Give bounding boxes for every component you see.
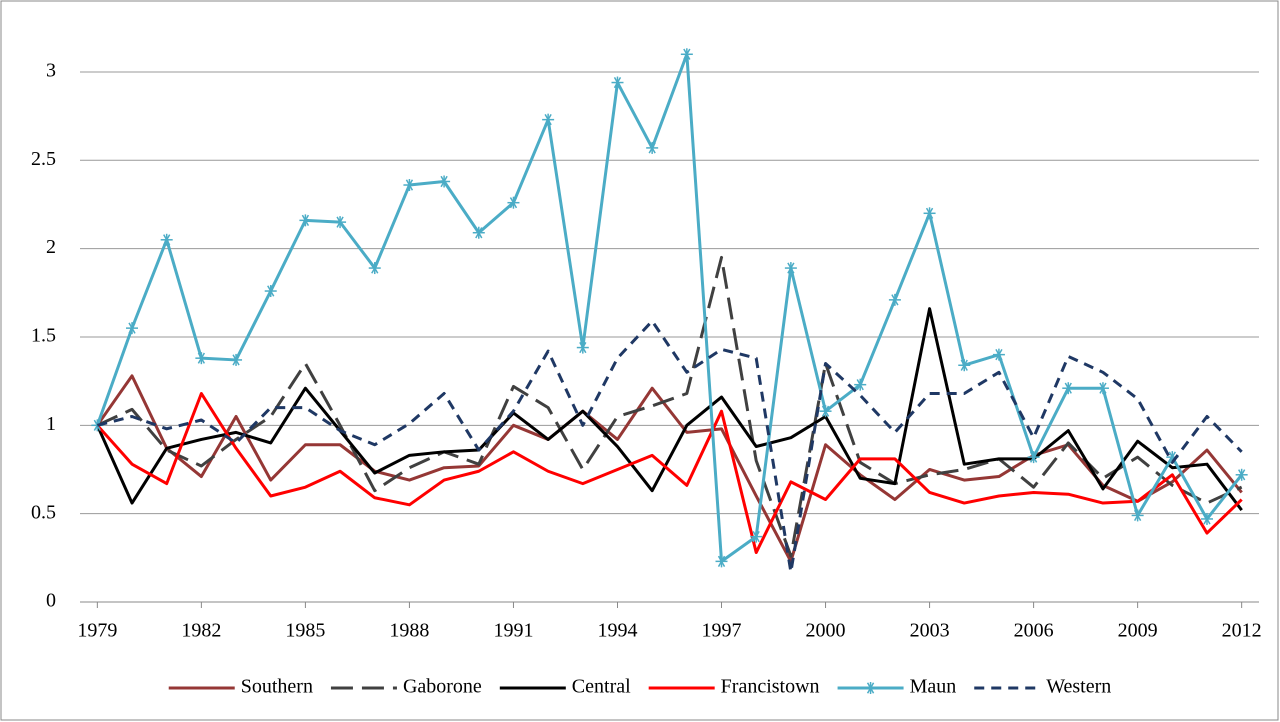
data-point — [576, 341, 589, 354]
series-line — [95, 307, 1243, 512]
x-tick-label: 2000 — [806, 620, 846, 642]
data-point — [472, 226, 485, 239]
x-tick-label: 1991 — [493, 620, 533, 642]
x-tick-label: 1994 — [597, 620, 637, 642]
data-point — [958, 359, 971, 372]
data-point — [438, 175, 451, 188]
legend-label: Southern — [241, 676, 313, 698]
legend-item: Maun — [837, 676, 957, 698]
data-point — [854, 378, 867, 391]
data-point — [646, 141, 659, 154]
data-point — [1027, 451, 1040, 464]
legend-item: Gaborone — [330, 676, 482, 698]
data-point — [160, 233, 173, 246]
legend-item: Central — [499, 676, 631, 698]
data-point — [230, 353, 243, 366]
data-point — [923, 207, 936, 220]
x-tick-label: 1982 — [181, 620, 221, 642]
y-tick-label: 2 — [46, 236, 56, 258]
data-point — [368, 262, 381, 275]
series-line — [96, 255, 1243, 558]
data-point — [784, 262, 797, 275]
data-point — [334, 216, 347, 229]
series-line — [96, 392, 1243, 555]
y-tick-label: 3 — [46, 60, 56, 82]
legend-label: Central — [572, 676, 631, 698]
x-tick-label: 1988 — [389, 620, 429, 642]
legend-item: Southern — [168, 676, 313, 698]
data-point — [264, 285, 277, 298]
data-point — [1131, 509, 1144, 522]
y-tick-label: 0.5 — [31, 501, 56, 523]
data-point — [992, 348, 1005, 361]
data-point — [1235, 468, 1248, 481]
legend-label: Maun — [910, 676, 957, 698]
data-point — [126, 322, 139, 335]
data-point — [195, 352, 208, 365]
data-point — [1096, 382, 1109, 395]
data-point — [715, 555, 728, 568]
data-point — [507, 196, 520, 209]
x-tick-label: 2012 — [1222, 620, 1262, 642]
data-point — [680, 48, 693, 61]
data-point — [542, 113, 555, 126]
x-tick-label: 2009 — [1118, 620, 1158, 642]
x-tick-label: 1979 — [77, 620, 117, 642]
series-line — [96, 319, 1243, 574]
legend-item: Western — [974, 676, 1111, 698]
legend-label: Western — [1046, 676, 1111, 698]
data-point — [1062, 382, 1075, 395]
y-tick-label: 0 — [46, 590, 56, 612]
data-point — [819, 405, 832, 418]
x-tick-label: 1985 — [285, 620, 325, 642]
data-point — [888, 293, 901, 306]
y-tick-label: 1.5 — [31, 325, 56, 347]
data-point — [750, 530, 763, 543]
data-point — [1200, 512, 1213, 525]
data-point — [611, 76, 624, 89]
legend-item: Francistown — [648, 676, 820, 698]
legend-label: Gaborone — [403, 676, 482, 698]
x-tick-label: 2003 — [910, 620, 950, 642]
legend-label: Francistown — [721, 676, 820, 698]
data-point — [403, 179, 416, 192]
y-tick-label: 1 — [46, 413, 56, 435]
x-tick-label: 1997 — [702, 620, 742, 642]
data-point — [299, 214, 312, 227]
x-tick-label: 2006 — [1014, 620, 1054, 642]
series-line — [95, 52, 1243, 563]
series-line — [96, 374, 1243, 563]
y-tick-label: 2.5 — [31, 148, 56, 170]
